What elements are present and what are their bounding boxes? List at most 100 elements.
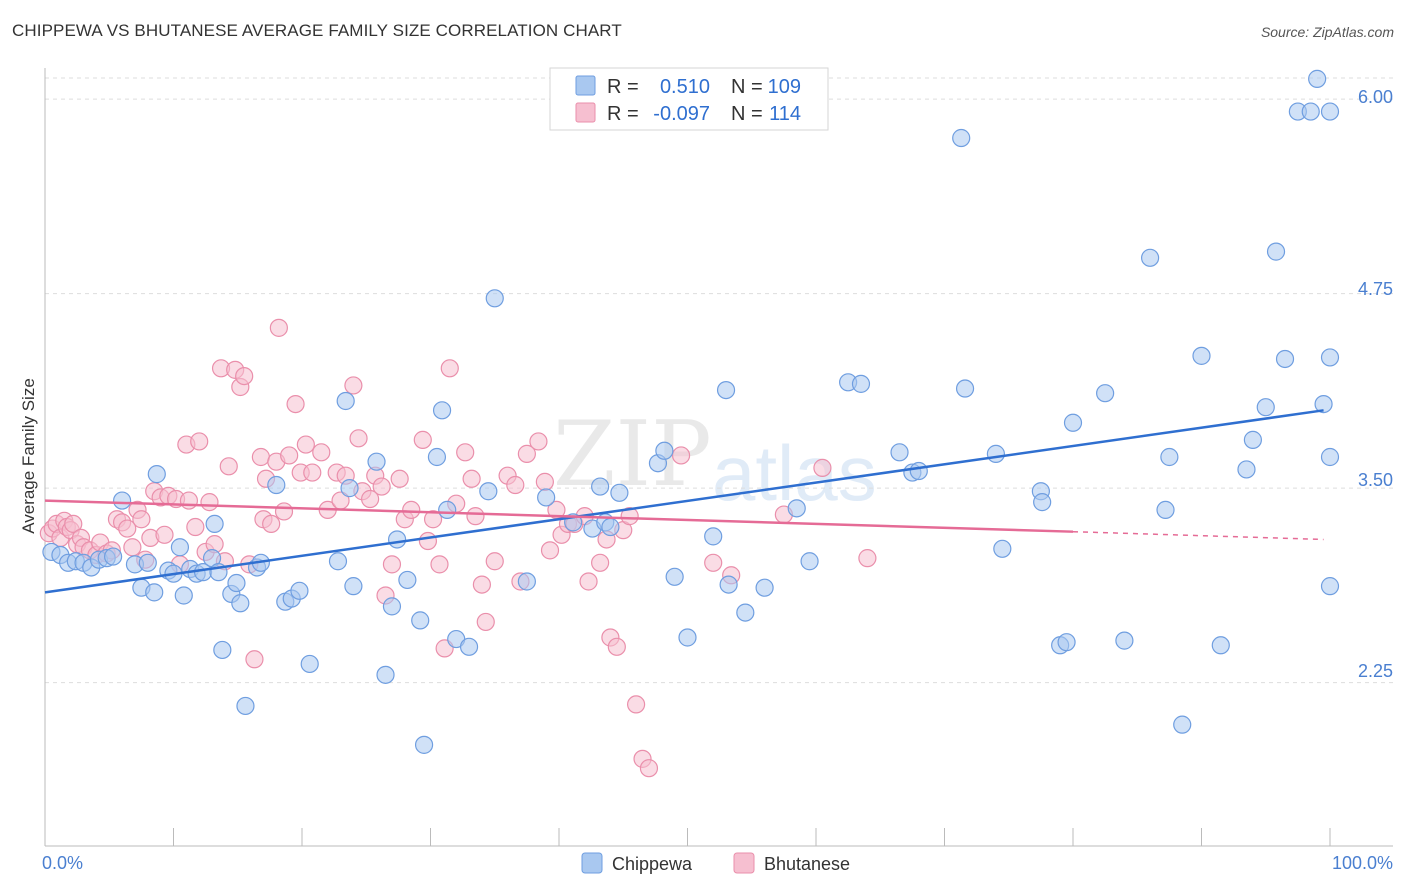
chippewa-point xyxy=(340,479,359,498)
bhutanese-point xyxy=(186,517,205,537)
bottom-legend-swatch-bhutanese xyxy=(733,852,755,874)
bhutanese-point xyxy=(280,446,299,465)
chippewa-point xyxy=(1237,460,1256,479)
chippewa-point xyxy=(909,461,928,481)
bhutanese-point xyxy=(219,457,238,476)
chippewa-point xyxy=(387,530,407,549)
bhutanese-point xyxy=(813,458,832,477)
bhutanese-point xyxy=(456,443,475,462)
bhutanese-point xyxy=(626,695,646,714)
chippewa-point xyxy=(716,380,736,400)
bhutanese-point xyxy=(620,507,639,526)
chippewa-point xyxy=(432,401,452,420)
x-tick-label-start: 0.0% xyxy=(42,853,83,873)
chippewa-point xyxy=(290,581,309,600)
chippewa-point xyxy=(736,603,755,622)
chippewa-point xyxy=(459,637,479,656)
chippewa-point xyxy=(851,374,871,393)
chippewa-point xyxy=(1173,715,1192,734)
chippewa-point xyxy=(112,491,132,510)
bhutanese-point xyxy=(591,553,610,572)
bhutanese-point xyxy=(274,502,294,521)
chippewa-point xyxy=(1301,102,1320,121)
chippewa-point xyxy=(655,441,674,460)
y-axis-label: Average Family Size xyxy=(19,378,38,534)
chippewa-point xyxy=(1243,430,1263,449)
bhutanese-point xyxy=(579,572,598,591)
y-axis-tick-labels: 6.00 4.75 3.50 2.25 xyxy=(1358,87,1393,681)
y-tick-label: 3.50 xyxy=(1358,470,1393,490)
bhutanese-point xyxy=(440,359,459,378)
bhutanese-point xyxy=(402,500,421,520)
chippewa-points xyxy=(42,69,1340,754)
bhutanese-point xyxy=(472,575,491,594)
chippewa-point xyxy=(1057,633,1076,652)
bhutanese-point xyxy=(190,432,209,451)
chippewa-point xyxy=(1033,493,1052,512)
chippewa-point xyxy=(1314,394,1333,414)
bhutanese-point xyxy=(361,489,380,509)
bhutanese-point xyxy=(535,472,554,491)
x-tick-label-end: 100.0% xyxy=(1332,853,1393,873)
chippewa-point xyxy=(665,567,684,586)
bhutanese-point xyxy=(430,555,449,574)
legend-r-value: -0.097 xyxy=(653,103,710,125)
bottom-legend-bhutanese: Bhutanese xyxy=(764,854,850,874)
chippewa-point xyxy=(601,517,620,537)
chippewa-point xyxy=(537,488,556,507)
chippewa-point xyxy=(231,594,250,613)
chippewa-point xyxy=(755,578,774,597)
bhutanese-point xyxy=(540,541,560,560)
chippewa-point xyxy=(300,654,319,674)
x-axis-ticks xyxy=(44,828,1331,846)
chippewa-point xyxy=(610,483,629,502)
chippewa-point xyxy=(1156,500,1175,520)
chippewa-point xyxy=(367,452,386,471)
chippewa-point xyxy=(1320,102,1340,121)
bottom-legend-chippewa: Chippewa xyxy=(612,854,693,874)
bhutanese-trend-line-extension xyxy=(1072,530,1324,541)
y-tick-label: 2.25 xyxy=(1358,661,1393,681)
chippewa-point xyxy=(382,597,402,616)
bhutanese-point xyxy=(462,469,481,488)
chippewa-point xyxy=(1192,346,1211,365)
chippewa-point xyxy=(678,628,697,647)
bhutanese-point xyxy=(485,552,504,571)
bhutanese-point xyxy=(671,446,691,465)
bhutanese-point xyxy=(312,443,331,462)
chippewa-point xyxy=(986,444,1006,463)
chippewa-point xyxy=(704,527,723,546)
correlation-legend: R = 0.510 N = 109 R = -0.097 N = 114 xyxy=(549,67,829,131)
chippewa-point xyxy=(1140,248,1160,267)
y-tick-label: 4.75 xyxy=(1358,279,1393,299)
bhutanese-point xyxy=(607,637,626,656)
chippewa-point xyxy=(398,570,417,590)
legend-n-label: N = xyxy=(731,103,763,125)
chippewa-point xyxy=(890,443,909,462)
chippewa-point xyxy=(1096,384,1115,403)
chippewa-point xyxy=(1320,577,1340,596)
bhutanese-point xyxy=(245,650,264,669)
chippewa-point xyxy=(344,577,363,596)
chippewa-point xyxy=(952,128,971,148)
chippewa-point xyxy=(138,553,157,572)
bhutanese-point xyxy=(476,612,495,632)
legend-swatch-chippewa xyxy=(575,75,596,96)
bhutanese-point xyxy=(200,493,219,512)
bhutanese-point xyxy=(155,525,174,544)
chippewa-point xyxy=(438,500,457,520)
chippewa-point xyxy=(145,583,164,602)
chippewa-point xyxy=(955,379,975,398)
chippewa-point xyxy=(1275,349,1295,369)
y-tick-label: 6.00 xyxy=(1358,87,1393,107)
bhutanese-point xyxy=(517,444,536,463)
bhutanese-point xyxy=(349,429,368,448)
bhutanese-point xyxy=(132,510,151,529)
chippewa-point xyxy=(1308,69,1327,88)
bhutanese-point xyxy=(123,538,142,557)
chippewa-point xyxy=(104,547,123,566)
chippewa-point xyxy=(1115,631,1134,650)
chippewa-point xyxy=(147,465,166,484)
chippewa-point xyxy=(993,539,1012,558)
bhutanese-point xyxy=(382,555,402,574)
